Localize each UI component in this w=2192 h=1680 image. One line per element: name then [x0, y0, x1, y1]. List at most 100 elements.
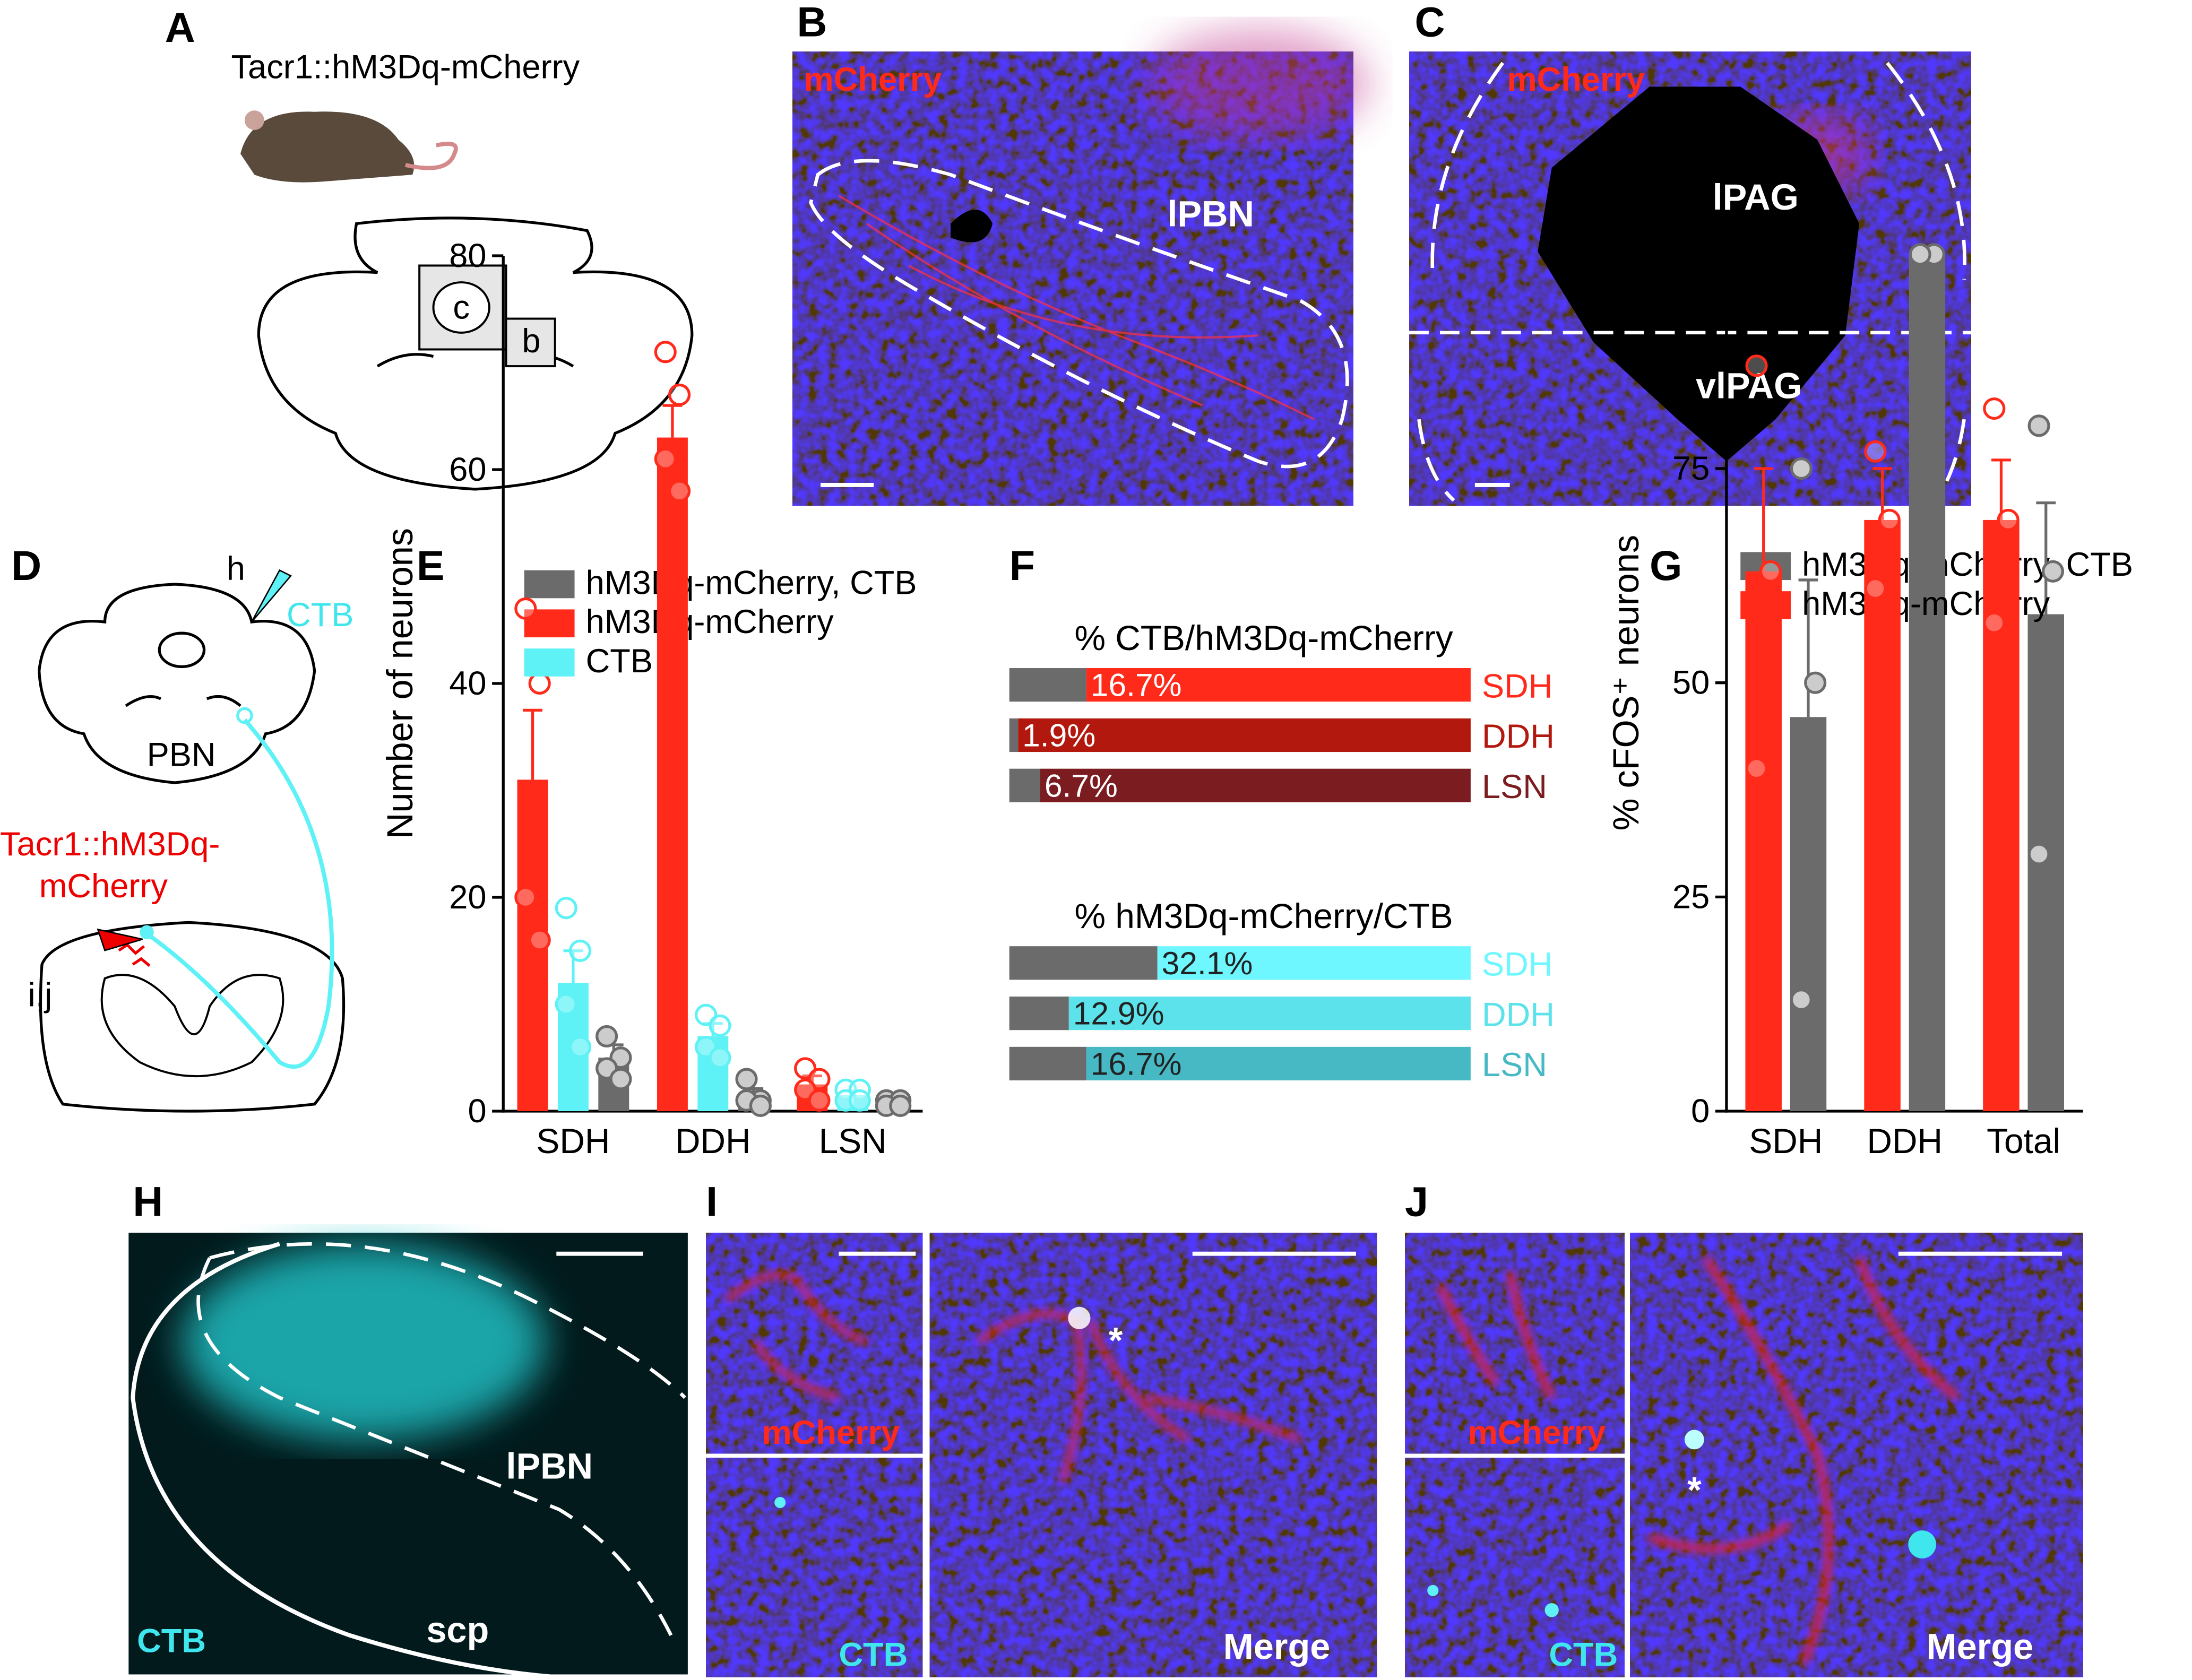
y-tick-label: 75 — [1672, 450, 1710, 487]
error-bar — [662, 404, 683, 438]
panel-label: C — [1415, 0, 1445, 45]
ctb-cell — [1908, 1530, 1936, 1558]
site-label: h — [227, 550, 245, 587]
category-label: DDH — [1482, 718, 1555, 755]
data-point — [1864, 577, 1887, 600]
category-label: LSN — [1482, 768, 1547, 806]
y-tick-label: 0 — [1691, 1093, 1710, 1130]
value-label: 12.9% — [1073, 995, 1164, 1032]
channel-label: CTB — [839, 1636, 908, 1674]
y-tick-label: 100 — [1654, 236, 1710, 273]
data-point — [514, 597, 537, 620]
error-bar — [1754, 467, 1774, 571]
category-label: SDH — [1482, 946, 1552, 983]
mouse — [240, 111, 415, 183]
labeled-cells — [118, 943, 151, 967]
aqueduct — [1538, 86, 1860, 462]
value-label: 16.7% — [1091, 667, 1182, 703]
micrograph — [1630, 1233, 2083, 1677]
y-tick-label: 80 — [449, 237, 486, 274]
grey-matter — [100, 974, 284, 1078]
micrograph — [1405, 1458, 1625, 1677]
legend-swatch — [524, 648, 575, 677]
channel-label: mCherry — [1468, 1414, 1606, 1451]
channel-label: mCherry — [1507, 61, 1645, 98]
panel-h: lPBN scp CTB — [128, 1233, 688, 1679]
region-outline — [809, 159, 1349, 469]
y-tick-label: 60 — [449, 451, 486, 488]
data-point — [668, 480, 691, 503]
marker: * — [1687, 1469, 1702, 1510]
bar — [1745, 571, 1782, 1111]
legend-swatch — [524, 570, 575, 599]
bar-segment — [1009, 768, 1040, 802]
data-point — [749, 1094, 772, 1117]
site-label: i,j — [28, 976, 53, 1014]
fibers — [1437, 1255, 1960, 1665]
data-point — [1983, 611, 2006, 634]
panel-a: Tacr1::hM3Dq-mCherry c b — [231, 49, 694, 491]
panel-label: J — [1405, 1178, 1428, 1225]
category-label: LSN — [1482, 1046, 1547, 1084]
bar — [1864, 519, 1901, 1111]
title: Tacr1::hM3Dq-mCherry — [231, 49, 580, 86]
micrograph — [706, 1458, 923, 1677]
data-point — [1745, 354, 1768, 377]
data-point — [654, 447, 677, 470]
y-tick-label: 25 — [1672, 878, 1710, 915]
legend-label: hM3Dq-mCherry, CTB — [586, 564, 917, 601]
bar-segment — [1009, 668, 1086, 702]
ctb-cell — [1544, 1603, 1559, 1617]
signal — [182, 1244, 546, 1440]
legend-label: hM3Dq-mCherry — [586, 603, 834, 640]
bar-segment — [1018, 718, 1471, 752]
region-label: lPBN — [1167, 194, 1254, 235]
data-point — [528, 672, 551, 695]
panel-label: D — [11, 542, 41, 589]
inset-box — [505, 317, 556, 368]
channel-label: mCherry — [804, 61, 942, 98]
ctb-cell — [774, 1496, 786, 1509]
data-point — [1878, 508, 1901, 531]
panel-label: I — [706, 1178, 718, 1225]
data-point — [569, 939, 592, 962]
data-point — [609, 1068, 632, 1090]
value-label: 16.7% — [1091, 1046, 1182, 1082]
panel-label: B — [797, 0, 827, 45]
channel-label: CTB — [1549, 1636, 1618, 1674]
y-axis-label: % cFOS⁺ neurons — [1606, 535, 1646, 830]
bar-segment — [1068, 997, 1471, 1030]
panel-b: mCherry lPBN — [792, 28, 1370, 506]
injector — [97, 928, 143, 951]
channel-label: mCherry — [762, 1414, 900, 1451]
panel-labels: A B C D E F G H I J — [11, 0, 1682, 1225]
projection — [145, 718, 334, 1069]
data-point — [1983, 397, 2006, 420]
ear — [244, 110, 264, 130]
x-tick-label: DDH — [1867, 1121, 1943, 1161]
panel-c: mCherry lPAG vlPAG — [1409, 51, 1971, 506]
legend-label: hM3Dq-mCherry, CTB — [1802, 546, 2133, 583]
x-tick-label: SDH — [536, 1121, 610, 1161]
data-point — [2027, 843, 2050, 865]
y-tick-label: 40 — [449, 665, 486, 702]
x-tick-label: DDH — [675, 1121, 751, 1161]
panel-i: mCherry CTB Merge * — [706, 1233, 1377, 1677]
data-point — [848, 1089, 871, 1112]
cell — [140, 925, 154, 940]
panel-label: E — [417, 542, 445, 589]
injection-label: Tacr1::hM3Dq- — [0, 826, 220, 863]
brainstem-outline — [38, 583, 316, 784]
data-point — [555, 897, 577, 920]
aqueduct — [158, 631, 206, 669]
data-point — [654, 341, 677, 363]
group-title: % hM3Dq-mCherry/CTB — [1074, 896, 1453, 936]
y-tick-label: 0 — [468, 1093, 486, 1130]
data-point — [555, 993, 577, 1016]
micrograph — [929, 1233, 1377, 1677]
y-tick-label: 50 — [1672, 664, 1710, 702]
data-point — [528, 929, 551, 951]
error-bar — [2036, 501, 2056, 614]
